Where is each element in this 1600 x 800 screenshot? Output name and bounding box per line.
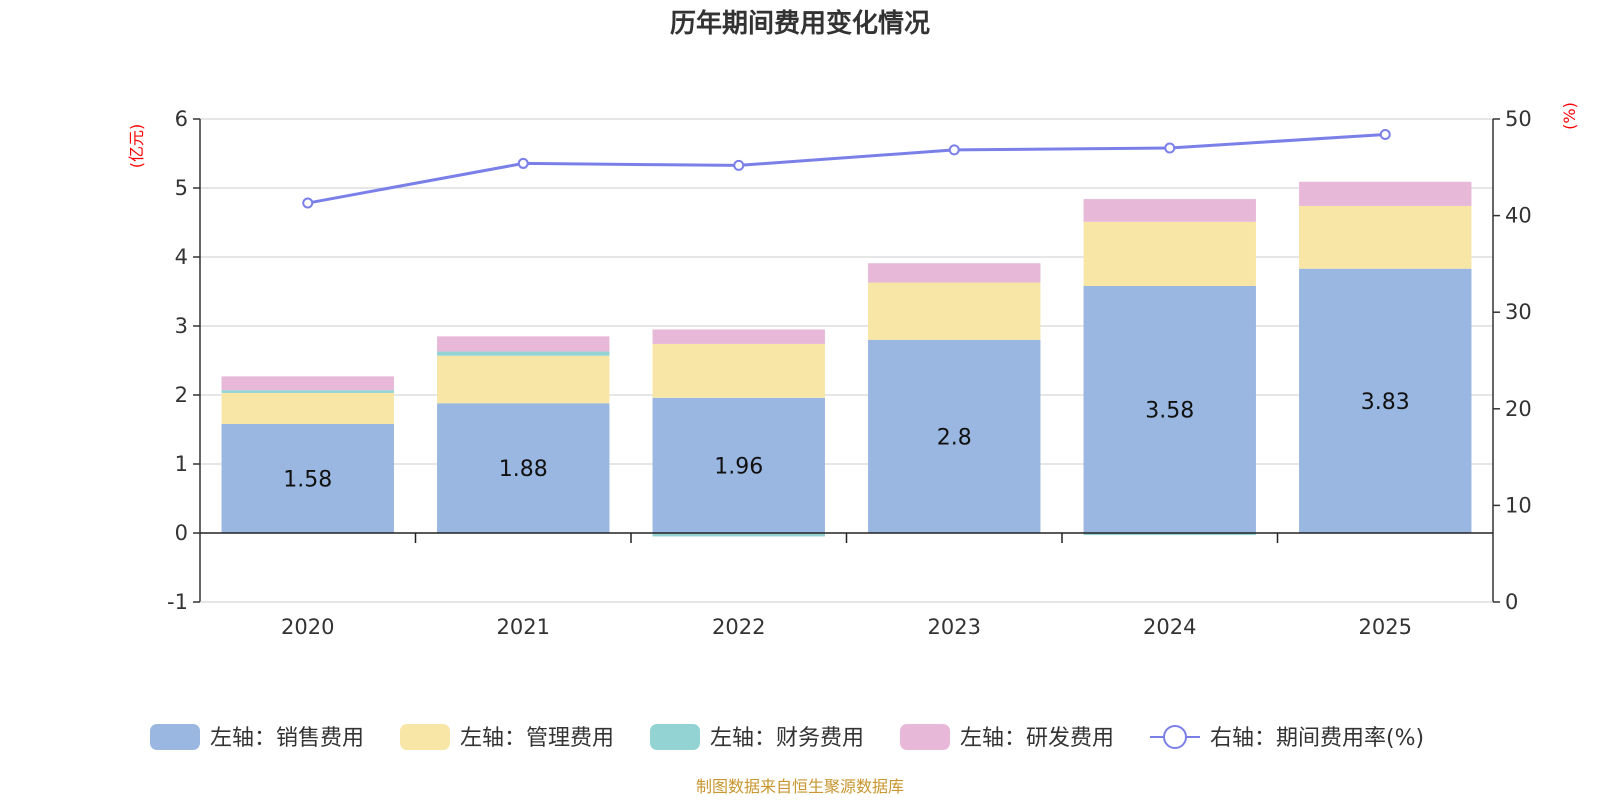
- right-tick-label: 30: [1505, 300, 1532, 324]
- left-tick-label: 4: [175, 245, 188, 269]
- data-label-2024: 3.58: [1145, 398, 1194, 423]
- legend-circle-swatch: [1163, 725, 1187, 749]
- bar-2021-s1: [437, 355, 610, 404]
- legend-swatch: [650, 724, 700, 750]
- data-label-2020: 1.58: [283, 467, 332, 492]
- left-tick-label: 5: [175, 176, 188, 200]
- legend: 左轴：销售费用 左轴：管理费用 左轴：财务费用 左轴：研发费用 右轴：期间费用率(%): [150, 724, 1424, 751]
- x-tick-label: 2023: [928, 615, 981, 639]
- bar-2023-s0: [868, 339, 1041, 533]
- data-label-2025: 3.83: [1361, 390, 1410, 415]
- legend-label: 左轴：财务费用: [710, 726, 864, 751]
- rate-point-2022: [733, 159, 745, 171]
- rate-line-layer: [302, 128, 1391, 209]
- left-tick-label: 0: [175, 521, 188, 545]
- x-tick-label: 2021: [497, 615, 550, 639]
- bar-2024-s1: [1083, 221, 1256, 286]
- left-tick-label: 2: [175, 383, 188, 407]
- rate-point-2025: [1379, 128, 1391, 140]
- bar-2023-s3: [868, 263, 1041, 283]
- data-label-2021: 1.88: [499, 457, 548, 482]
- rate-point-2024: [1164, 142, 1176, 154]
- bar-2022-s3: [652, 329, 825, 344]
- left-tick-label: -1: [167, 590, 188, 614]
- rate-line: [307, 132, 1386, 205]
- bar-2022-s2: [652, 533, 825, 537]
- bar-2021-s3: [437, 336, 610, 352]
- rate-point-2021: [517, 157, 529, 169]
- bar-2024-s2: [1083, 533, 1256, 536]
- bar-2022-s0: [652, 397, 825, 533]
- axes: -1 0 1 2 3 4 5 6 0 10 20 30 40 50 2020 2021 2022 2023 2024…: [167, 107, 1532, 639]
- bar-2025-s0: [1299, 268, 1472, 533]
- legend-swatch: [900, 724, 950, 750]
- right-tick-label: 10: [1505, 493, 1532, 517]
- right-tick-label: 0: [1505, 590, 1518, 614]
- x-tick-label: 2022: [712, 615, 765, 639]
- right-tick-label: 40: [1505, 204, 1532, 228]
- bar-2020-s2: [221, 390, 394, 393]
- rate-point-2020: [302, 197, 314, 209]
- bar-2022-s1: [652, 343, 825, 398]
- data-label-2022: 1.96: [714, 454, 763, 479]
- legend-label: 左轴：研发费用: [960, 726, 1114, 751]
- source-note: 制图数据来自恒生聚源数据库: [696, 777, 904, 796]
- legend-label: 左轴：管理费用: [460, 726, 614, 751]
- x-tick-label: 2025: [1359, 615, 1412, 639]
- bar-2024-s0: [1083, 285, 1256, 533]
- bar-2023-s1: [868, 282, 1041, 340]
- grid-lines: [200, 118, 1493, 603]
- bar-2021-s0: [437, 403, 610, 533]
- bar-2020-s1: [221, 392, 394, 424]
- bar-layer: [221, 181, 1472, 537]
- left-tick-label: 3: [175, 314, 188, 338]
- chart-title: 历年期间费用变化情况: [670, 8, 930, 39]
- legend-swatch: [400, 724, 450, 750]
- legend-label: 左轴：销售费用: [210, 726, 364, 751]
- left-tick-label: 1: [175, 452, 188, 476]
- data-label-layer: 1.58 1.88 1.96 2.8 3.58 3.83: [283, 390, 1409, 493]
- bar-2025-s3: [1299, 181, 1472, 206]
- right-tick-label: 20: [1505, 397, 1532, 421]
- right-tick-label: 50: [1505, 107, 1532, 131]
- bar-2024-s3: [1083, 199, 1256, 222]
- x-tick-label: 2024: [1143, 615, 1196, 639]
- left-tick-label: 6: [175, 107, 188, 131]
- x-tick-label: 2020: [281, 615, 334, 639]
- left-axis-unit: (亿元): [127, 124, 146, 169]
- legend-label: 右轴：期间费用率(%): [1210, 726, 1424, 751]
- bar-2020-s3: [221, 376, 394, 391]
- right-axis-unit: (%): [1560, 102, 1579, 130]
- bar-2020-s0: [221, 423, 394, 533]
- bar-2025-s1: [1299, 205, 1472, 269]
- legend-swatch: [150, 724, 200, 750]
- bar-2021-s2: [437, 351, 610, 356]
- data-label-2023: 2.8: [937, 425, 972, 450]
- rate-point-2023: [948, 144, 960, 156]
